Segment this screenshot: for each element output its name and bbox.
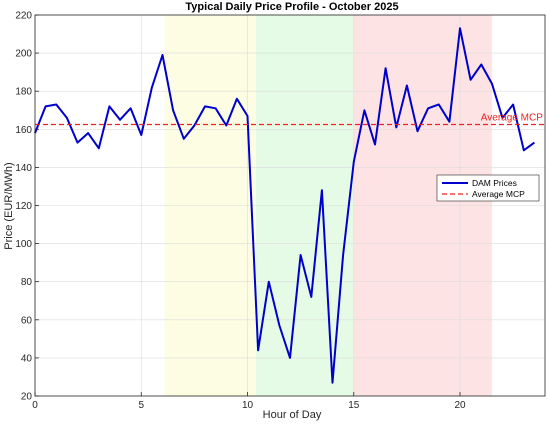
legend-label-average-mcp: Average MCP <box>472 189 525 199</box>
average-mcp-annotation: Average MCP <box>481 113 543 124</box>
y-tick-label: 140 <box>15 163 32 174</box>
y-tick-label: 220 <box>15 11 32 22</box>
x-tick-label: 20 <box>454 400 466 411</box>
series-lines <box>34 27 545 384</box>
y-tick-label: 80 <box>21 277 33 288</box>
y-tick-label: 200 <box>15 49 32 60</box>
legend-box <box>436 174 540 202</box>
x-tick-label: 5 <box>138 400 144 411</box>
legend: DAM Prices Average MCP <box>436 174 540 202</box>
y-axis-label: Price (EUR/MWh) <box>3 162 15 249</box>
x-axis-ticks: 0 5 10 15 20 <box>32 392 466 411</box>
x-tick-label: 15 <box>348 400 360 411</box>
x-tick-label: 10 <box>242 400 254 411</box>
x-tick-label: 0 <box>32 400 38 411</box>
y-tick-label: 120 <box>15 201 32 212</box>
y-tick-label: 40 <box>21 353 33 364</box>
y-axis-ticks: 20 40 60 80 100 120 140 160 180 200 220 <box>15 11 39 403</box>
chart-title: Typical Daily Price Profile - October 20… <box>185 1 398 13</box>
legend-label-dam-prices: DAM Prices <box>472 178 517 188</box>
y-tick-label: 20 <box>21 392 33 403</box>
y-tick-label: 160 <box>15 125 32 136</box>
y-tick-label: 100 <box>15 239 32 250</box>
series-line-dam-prices <box>34 27 535 384</box>
y-tick-label: 60 <box>21 315 33 326</box>
x-axis-label: Hour of Day <box>263 409 322 421</box>
y-tick-label: 180 <box>15 87 32 98</box>
